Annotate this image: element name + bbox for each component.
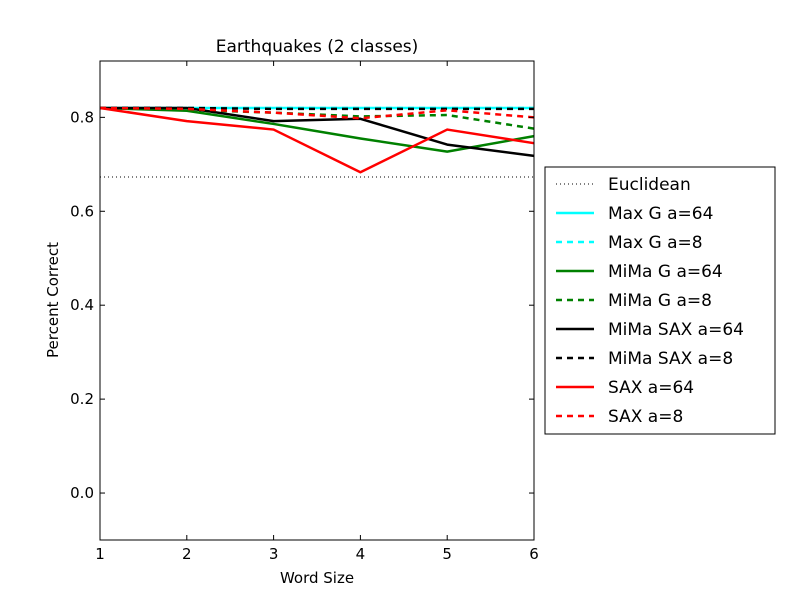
y-axis-label: Percent Correct [44,242,62,358]
y-tick-label: 0.2 [70,390,94,408]
x-tick-label: 6 [529,545,539,563]
legend-label: MiMa G a=8 [608,291,712,311]
series-line-4 [100,106,535,158]
plot-frame [99,60,535,541]
x-tick-label: 4 [356,545,366,563]
x-tick-label: 5 [442,545,452,563]
x-tick-label: 1 [95,545,105,563]
legend-label: MiMa SAX a=64 [608,320,744,340]
legend-label: SAX a=64 [608,378,694,398]
legend-label: Euclidean [608,175,691,195]
legend-label: Max G a=8 [608,233,703,253]
chart-title: Earthquakes (2 classes) [216,37,419,57]
x-tick-label: 2 [182,545,192,563]
legend: Euclidean Max G a=64 Max G a=8 MiMa G a=64 M… [544,166,776,435]
legend-label: Max G a=64 [608,204,713,224]
x-axis-label: Word Size [280,569,354,587]
y-tick-label: 0.0 [70,484,94,502]
x-tick-label: 3 [269,545,279,563]
legend-label: SAX a=8 [608,407,683,427]
legend-label: MiMa G a=64 [608,262,723,282]
y-tick-label: 0.8 [70,108,94,126]
y-tick-label: 0.4 [70,296,94,314]
axis-ticks: 1 2 3 4 5 6 0.0 0.2 0.4 0.6 0.8 [70,61,539,563]
series-line-6 [99,106,535,174]
series-line-2 [99,106,535,153]
plot-lines [99,106,535,178]
y-tick-label: 0.6 [70,202,94,220]
legend-label: MiMa SAX a=8 [608,349,733,369]
